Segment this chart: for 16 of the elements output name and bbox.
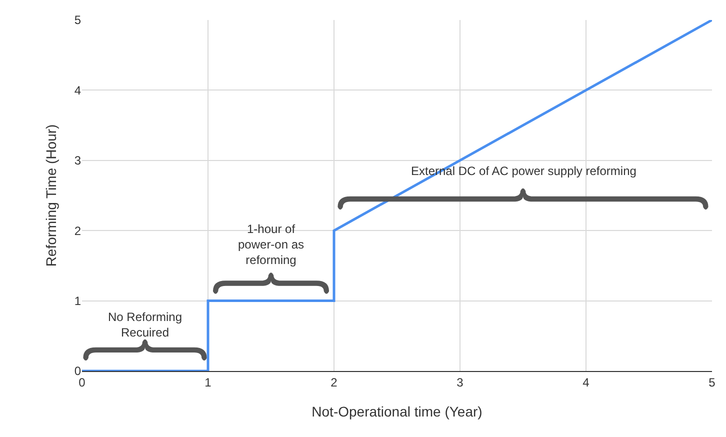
y-axis-title: Reforming Time (Hour) bbox=[42, 124, 59, 267]
x-axis-title: Not-Operational time (Year) bbox=[312, 404, 482, 420]
x-tick-label: 5 bbox=[708, 375, 716, 390]
x-tick-label: 3 bbox=[456, 375, 464, 390]
x-tick-label: 2 bbox=[330, 375, 338, 390]
annotation: No Reforming Recuired bbox=[108, 310, 182, 340]
line-series bbox=[82, 20, 712, 371]
y-tick-label: 4 bbox=[74, 83, 82, 98]
y-tick-label: 3 bbox=[74, 154, 82, 168]
y-tick-label: 0 bbox=[74, 364, 82, 378]
x-tick-label: 1 bbox=[204, 375, 212, 390]
y-tick-label: 5 bbox=[74, 13, 82, 28]
y-tick-label: 1 bbox=[74, 294, 82, 308]
x-tick-label: 4 bbox=[582, 375, 590, 390]
y-tick-label: 2 bbox=[74, 224, 82, 238]
annotation: 1-hour of power-on as reforming bbox=[238, 222, 304, 268]
